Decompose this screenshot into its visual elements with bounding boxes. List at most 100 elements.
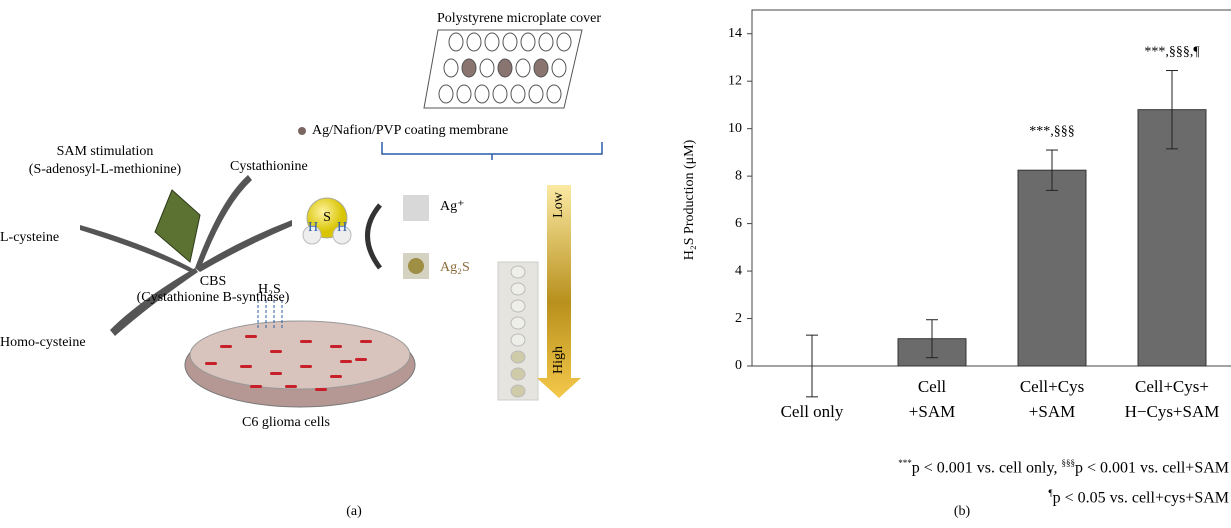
well (510, 84, 526, 104)
well (443, 58, 459, 78)
h-atom (332, 225, 352, 245)
label: Homo-cysteine (0, 335, 86, 350)
well (546, 84, 562, 104)
cell (240, 365, 252, 368)
well (551, 58, 567, 78)
cell (285, 385, 297, 388)
bar-annotation: ***,§§§,¶ (1144, 45, 1200, 60)
wells (438, 32, 572, 104)
well (515, 58, 531, 78)
footnote-mark: *** (898, 458, 912, 468)
bar (1137, 109, 1207, 367)
well (497, 58, 513, 78)
y-tick-label: 10 (728, 121, 742, 136)
cell (355, 358, 367, 361)
well (466, 32, 482, 52)
cell (315, 388, 327, 391)
y-tick-label: 12 (728, 73, 742, 88)
y-tick-label: 14 (728, 26, 742, 41)
membrane-dot (298, 127, 306, 135)
y-axis-label: H₂S Production (μM) (682, 139, 697, 260)
diagram: Polystyrene microplate cover Ag/Nafion/P… (0, 11, 603, 519)
strip-well (510, 265, 526, 279)
cell (300, 340, 312, 343)
y-tick-label: 4 (735, 263, 742, 278)
cell (270, 372, 282, 375)
strip-well (510, 316, 526, 330)
footnote-mark: §§§ (1061, 458, 1075, 468)
ag2s-spot (408, 258, 424, 274)
label: Cystathionine (230, 159, 308, 174)
well (502, 32, 518, 52)
strip-well (510, 350, 526, 364)
well (538, 32, 554, 52)
cell (330, 375, 342, 378)
petri-dish-top (189, 320, 411, 390)
cell (205, 362, 217, 365)
x-tick-label: Cell +SAM (908, 377, 956, 421)
sam-arrow (154, 189, 201, 263)
footnote-text: p < 0.001 vs. cell+SAM (1074, 459, 1229, 477)
label: CBS (200, 274, 226, 289)
bracket (381, 142, 603, 160)
label: C6 glioma cells (242, 415, 330, 430)
h-atom (302, 225, 322, 245)
well (556, 32, 572, 52)
flow (110, 268, 198, 336)
label: (Cystathionine B-synthase) (137, 290, 290, 305)
well (520, 32, 536, 52)
label: Ag₂S (440, 260, 470, 275)
label: SAM stimulation (57, 144, 154, 159)
y-tick-label: 8 (735, 168, 742, 183)
label: L-cysteine (0, 230, 59, 245)
well (456, 84, 472, 104)
label: Ag/Nafion/PVP coating membrane (312, 123, 508, 138)
well (448, 32, 464, 52)
well (533, 58, 549, 78)
well (528, 84, 544, 104)
label: Polystyrene microplate cover (437, 11, 601, 26)
well (461, 58, 477, 78)
well (492, 84, 508, 104)
y-tick-label: 2 (735, 311, 742, 326)
strip-well (510, 299, 526, 313)
label: Ag⁺ (440, 199, 465, 214)
ag-well (403, 195, 429, 221)
label: H (337, 220, 347, 235)
cells (205, 335, 372, 391)
footnote-text: p < 0.001 vs. cell only, (911, 459, 1062, 477)
label: S (323, 210, 331, 225)
strip-well (510, 282, 526, 296)
label: H₂S (258, 282, 281, 297)
bar-annotation: ***,§§§ (1029, 124, 1075, 139)
well (474, 84, 490, 104)
cell (360, 340, 372, 343)
strip-well (510, 367, 526, 381)
x-tick-label: Cell+Cys +SAM (1019, 377, 1085, 421)
x-tick-label: Cell+Cys+ H−Cys+SAM (1124, 377, 1220, 421)
x-tick-label: Cell only (780, 402, 844, 421)
footnote-text: p < 0.05 vs. cell+cys+SAM (1052, 489, 1229, 507)
label: H (308, 220, 318, 235)
y-tick-label: 0 (735, 358, 742, 373)
flow (195, 220, 292, 272)
label: High (551, 346, 566, 374)
strip-wells (510, 265, 526, 398)
cell (330, 345, 342, 348)
label: (S-adenosyl-L-methionine) (29, 162, 182, 177)
reaction-arrow (365, 203, 383, 270)
cell (300, 365, 312, 368)
caption: (a) (346, 504, 362, 519)
flow (195, 175, 252, 270)
bar (1017, 169, 1087, 367)
cell (340, 360, 352, 363)
footnote: ***p < 0.001 vs. cell only, §§§p < 0.001… (898, 458, 1229, 477)
cell (220, 345, 232, 348)
cell (250, 385, 262, 388)
strip-well (510, 384, 526, 398)
caption: (b) (954, 504, 971, 519)
strip-well (510, 333, 526, 347)
footnote: ¶p < 0.05 vs. cell+cys+SAM (1049, 488, 1229, 507)
